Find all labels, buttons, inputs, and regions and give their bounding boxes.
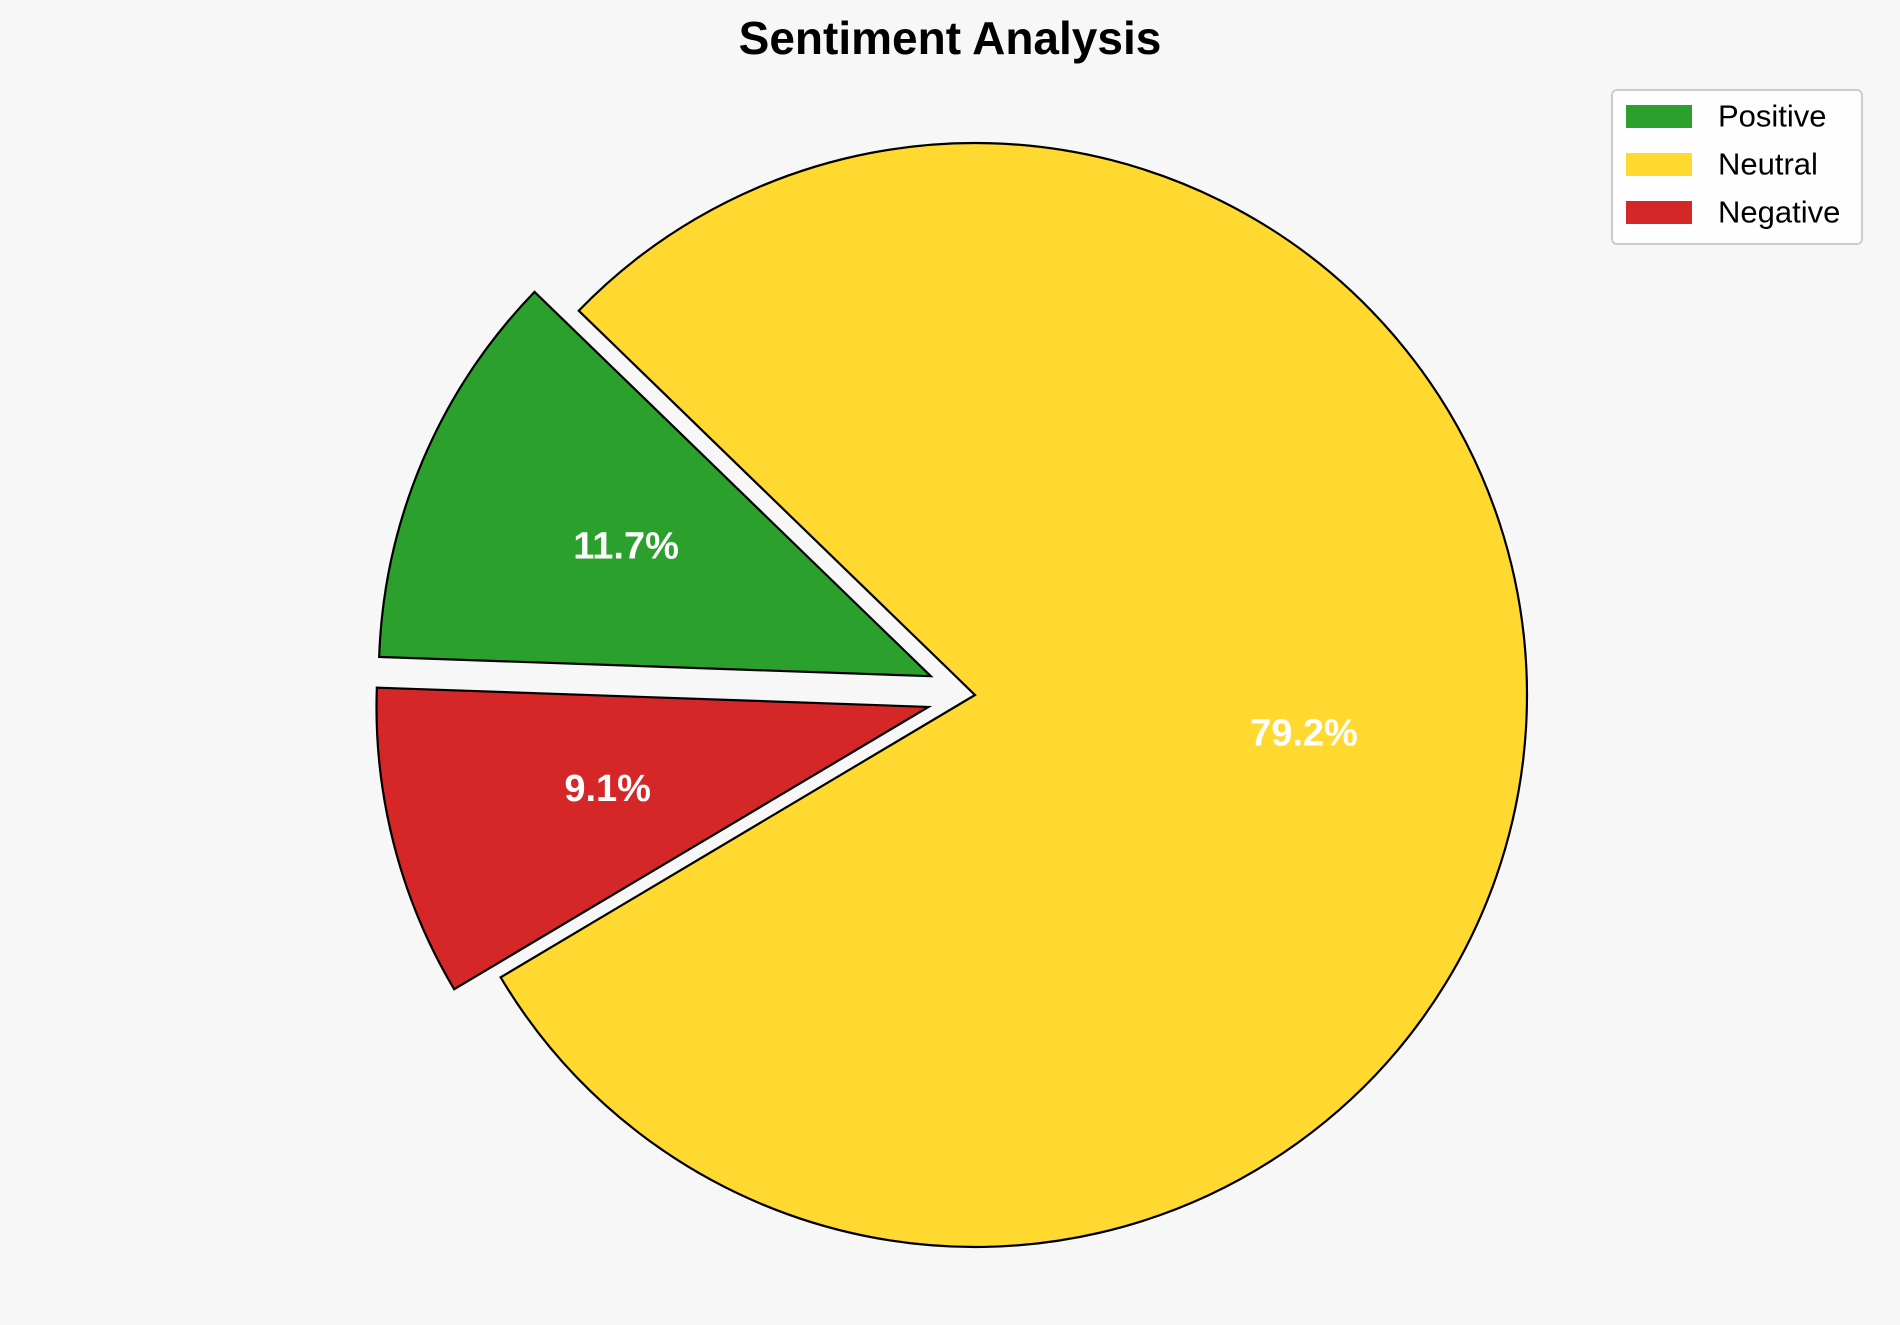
legend-swatch-positive <box>1626 105 1692 128</box>
legend-swatch-neutral <box>1626 153 1692 176</box>
pie-labels: 11.7% 79.2% 9.1% <box>564 525 1357 810</box>
legend-swatch-negative <box>1626 201 1692 224</box>
slice-label-positive: 11.7% <box>573 525 679 567</box>
pie-slices <box>375 141 1529 1249</box>
legend: Positive Neutral Negative <box>1611 89 1863 245</box>
legend-label-positive: Positive <box>1718 99 1827 134</box>
pie-slice-negative <box>375 686 933 991</box>
slice-label-neutral: 79.2% <box>1250 713 1358 755</box>
pie-slice-positive <box>378 290 934 678</box>
slice-label-negative: 9.1% <box>564 768 651 810</box>
pie-slice-neutral <box>499 141 1529 1249</box>
legend-label-negative: Negative <box>1718 195 1840 230</box>
legend-label-neutral: Neutral <box>1718 147 1818 182</box>
chart-title: Sentiment Analysis <box>739 12 1162 64</box>
